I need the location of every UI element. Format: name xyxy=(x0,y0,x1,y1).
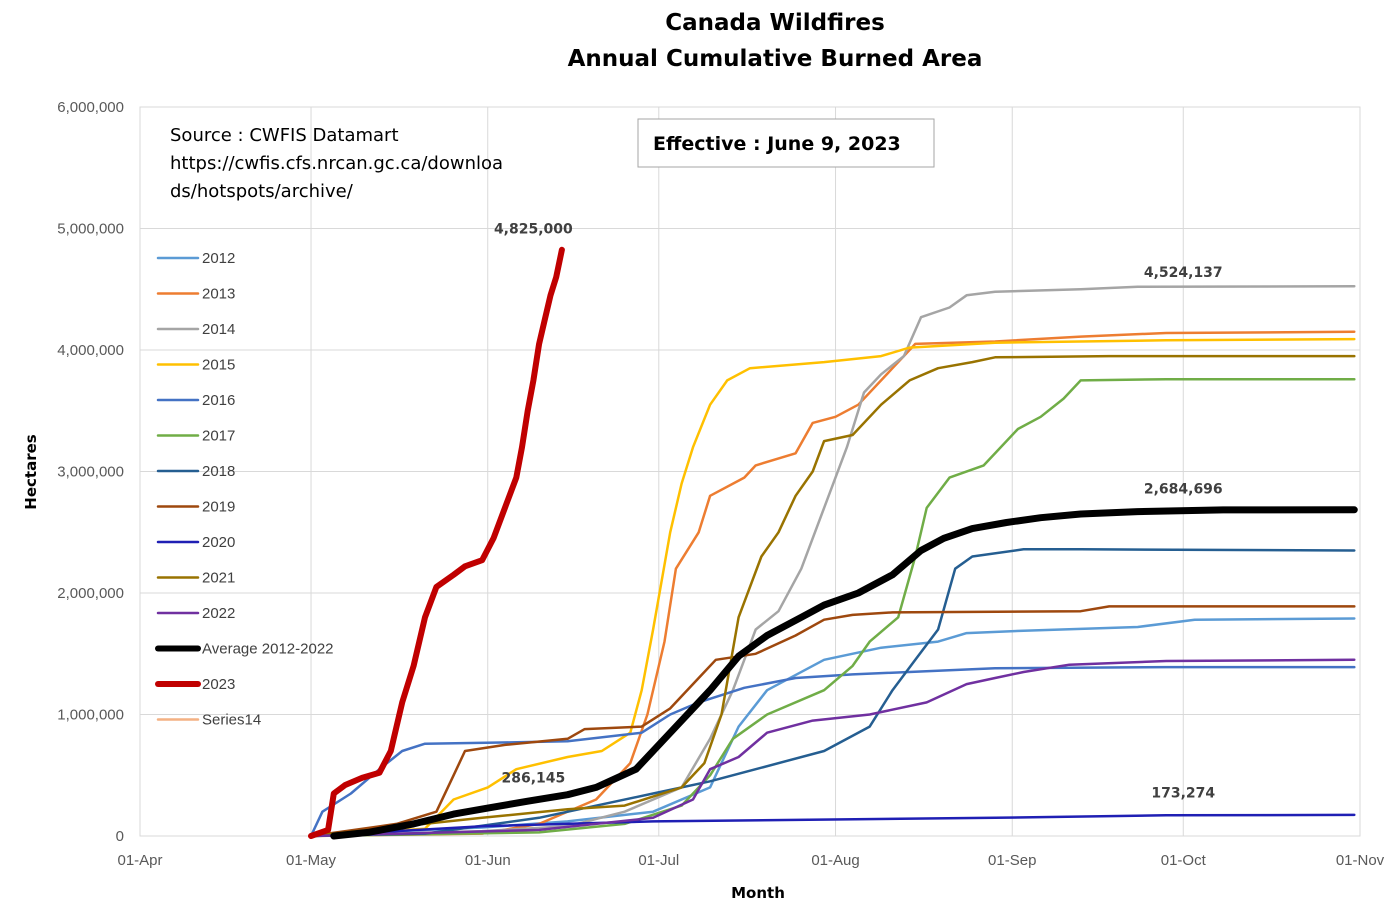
legend-item: 2020 xyxy=(156,534,235,551)
series-lines xyxy=(308,246,1358,840)
effective-box-border xyxy=(637,118,935,168)
legend-item: Average 2012-2022 xyxy=(155,641,334,658)
data-annotation: 286,145 xyxy=(501,771,565,787)
legend-item: Series14 xyxy=(156,712,261,729)
legend-item: 2014 xyxy=(156,321,235,338)
legend-label: 2020 xyxy=(202,534,235,551)
x-axis-title: Month xyxy=(731,884,785,902)
legend-item: 2019 xyxy=(156,499,235,516)
source-line-2: https://cwfis.cfs.nrcan.gc.ca/downloa xyxy=(170,153,503,174)
legend: 2012 2013 2014 2015 2016 2017 2018 2019 2020 2021… xyxy=(155,250,334,729)
legend-label: 2014 xyxy=(202,321,235,338)
x-axis-ticks: 01-Apr 01-May 01-Jun 01-Jul 01-Aug 01-Sep 01-O… xyxy=(117,852,1384,869)
x-tick-label: 01-Sep xyxy=(988,852,1036,869)
legend-label: 2021 xyxy=(202,570,235,587)
legend-item: 2017 xyxy=(156,428,235,445)
y-axis-ticks: 0 1,000,000 2,000,000 3,000,000 4,000,000 5,0… xyxy=(57,99,124,845)
y-axis-title: Hectares xyxy=(22,434,40,509)
data-annotation: 4,524,137 xyxy=(1144,265,1223,281)
chart-title: Canada Wildfires xyxy=(665,10,885,36)
legend-label: 2015 xyxy=(202,357,235,374)
series-line-average-2012-2022 xyxy=(330,506,1358,840)
series-line-2018 xyxy=(309,548,1356,838)
legend-item: 2013 xyxy=(156,286,235,303)
legend-item: 2016 xyxy=(156,392,235,409)
legend-label: 2022 xyxy=(202,605,235,622)
legend-item: 2021 xyxy=(156,570,235,587)
x-tick-label: 01-Jul xyxy=(638,852,679,869)
series-line-2015 xyxy=(309,337,1356,838)
x-tick-label: 01-Apr xyxy=(117,852,162,869)
source-line-1: Source : CWFIS Datamart xyxy=(170,125,399,146)
y-tick-label: 4,000,000 xyxy=(57,342,124,359)
y-tick-label: 0 xyxy=(116,828,124,845)
series-line-2014 xyxy=(309,285,1356,838)
legend-label: 2012 xyxy=(202,250,235,267)
y-tick-label: 5,000,000 xyxy=(57,221,124,238)
legend-item: 2023 xyxy=(155,676,235,693)
legend-label: 2017 xyxy=(202,428,235,445)
series-line-2022 xyxy=(309,658,1356,838)
series-line-2013 xyxy=(309,330,1356,838)
legend-label: 2016 xyxy=(202,392,235,409)
x-tick-label: 01-Nov xyxy=(1336,852,1385,869)
y-tick-label: 2,000,000 xyxy=(57,585,124,602)
legend-label: 2019 xyxy=(202,499,235,516)
series-line-2019 xyxy=(309,605,1356,838)
effective-label: Effective : June 9, 2023 xyxy=(653,133,901,155)
series-line-2020 xyxy=(309,813,1356,838)
chart-subtitle: Annual Cumulative Burned Area xyxy=(568,46,983,72)
y-tick-label: 3,000,000 xyxy=(57,464,124,481)
effective-box: Effective : June 9, 2023 xyxy=(637,118,935,168)
y-tick-label: 6,000,000 xyxy=(57,99,124,116)
legend-label: Average 2012-2022 xyxy=(202,641,334,658)
series-line-2012 xyxy=(309,617,1356,838)
data-annotation: 2,684,696 xyxy=(1144,482,1223,498)
source-line-3: ds/hotspots/archive/ xyxy=(170,181,354,202)
source-note: Source : CWFIS Datamart https://cwfis.cf… xyxy=(170,125,503,202)
gridlines xyxy=(139,106,1361,837)
x-tick-label: 01-Jun xyxy=(465,852,511,869)
legend-label: Series14 xyxy=(202,712,261,729)
data-annotation: 4,825,000 xyxy=(494,222,573,238)
series-line-2017 xyxy=(309,377,1356,838)
x-tick-label: 01-Aug xyxy=(811,852,859,869)
legend-item: 2015 xyxy=(156,357,235,374)
legend-item: 2012 xyxy=(156,250,235,267)
legend-item: 2018 xyxy=(156,463,235,480)
series-line-2021 xyxy=(309,354,1356,838)
x-tick-label: 01-Oct xyxy=(1161,852,1207,869)
y-tick-label: 1,000,000 xyxy=(57,707,124,724)
legend-label: 2018 xyxy=(202,463,235,480)
x-tick-label: 01-May xyxy=(286,852,337,869)
plot-area-border xyxy=(139,106,1361,837)
legend-label: 2023 xyxy=(202,676,235,693)
legend-label: 2013 xyxy=(202,286,235,303)
data-annotation: 173,274 xyxy=(1151,785,1215,801)
legend-item: 2022 xyxy=(156,605,235,622)
series-line-2023 xyxy=(308,246,565,839)
data-annotations: 4,825,000 4,524,137 2,684,696 286,145 173,27… xyxy=(494,222,1223,802)
